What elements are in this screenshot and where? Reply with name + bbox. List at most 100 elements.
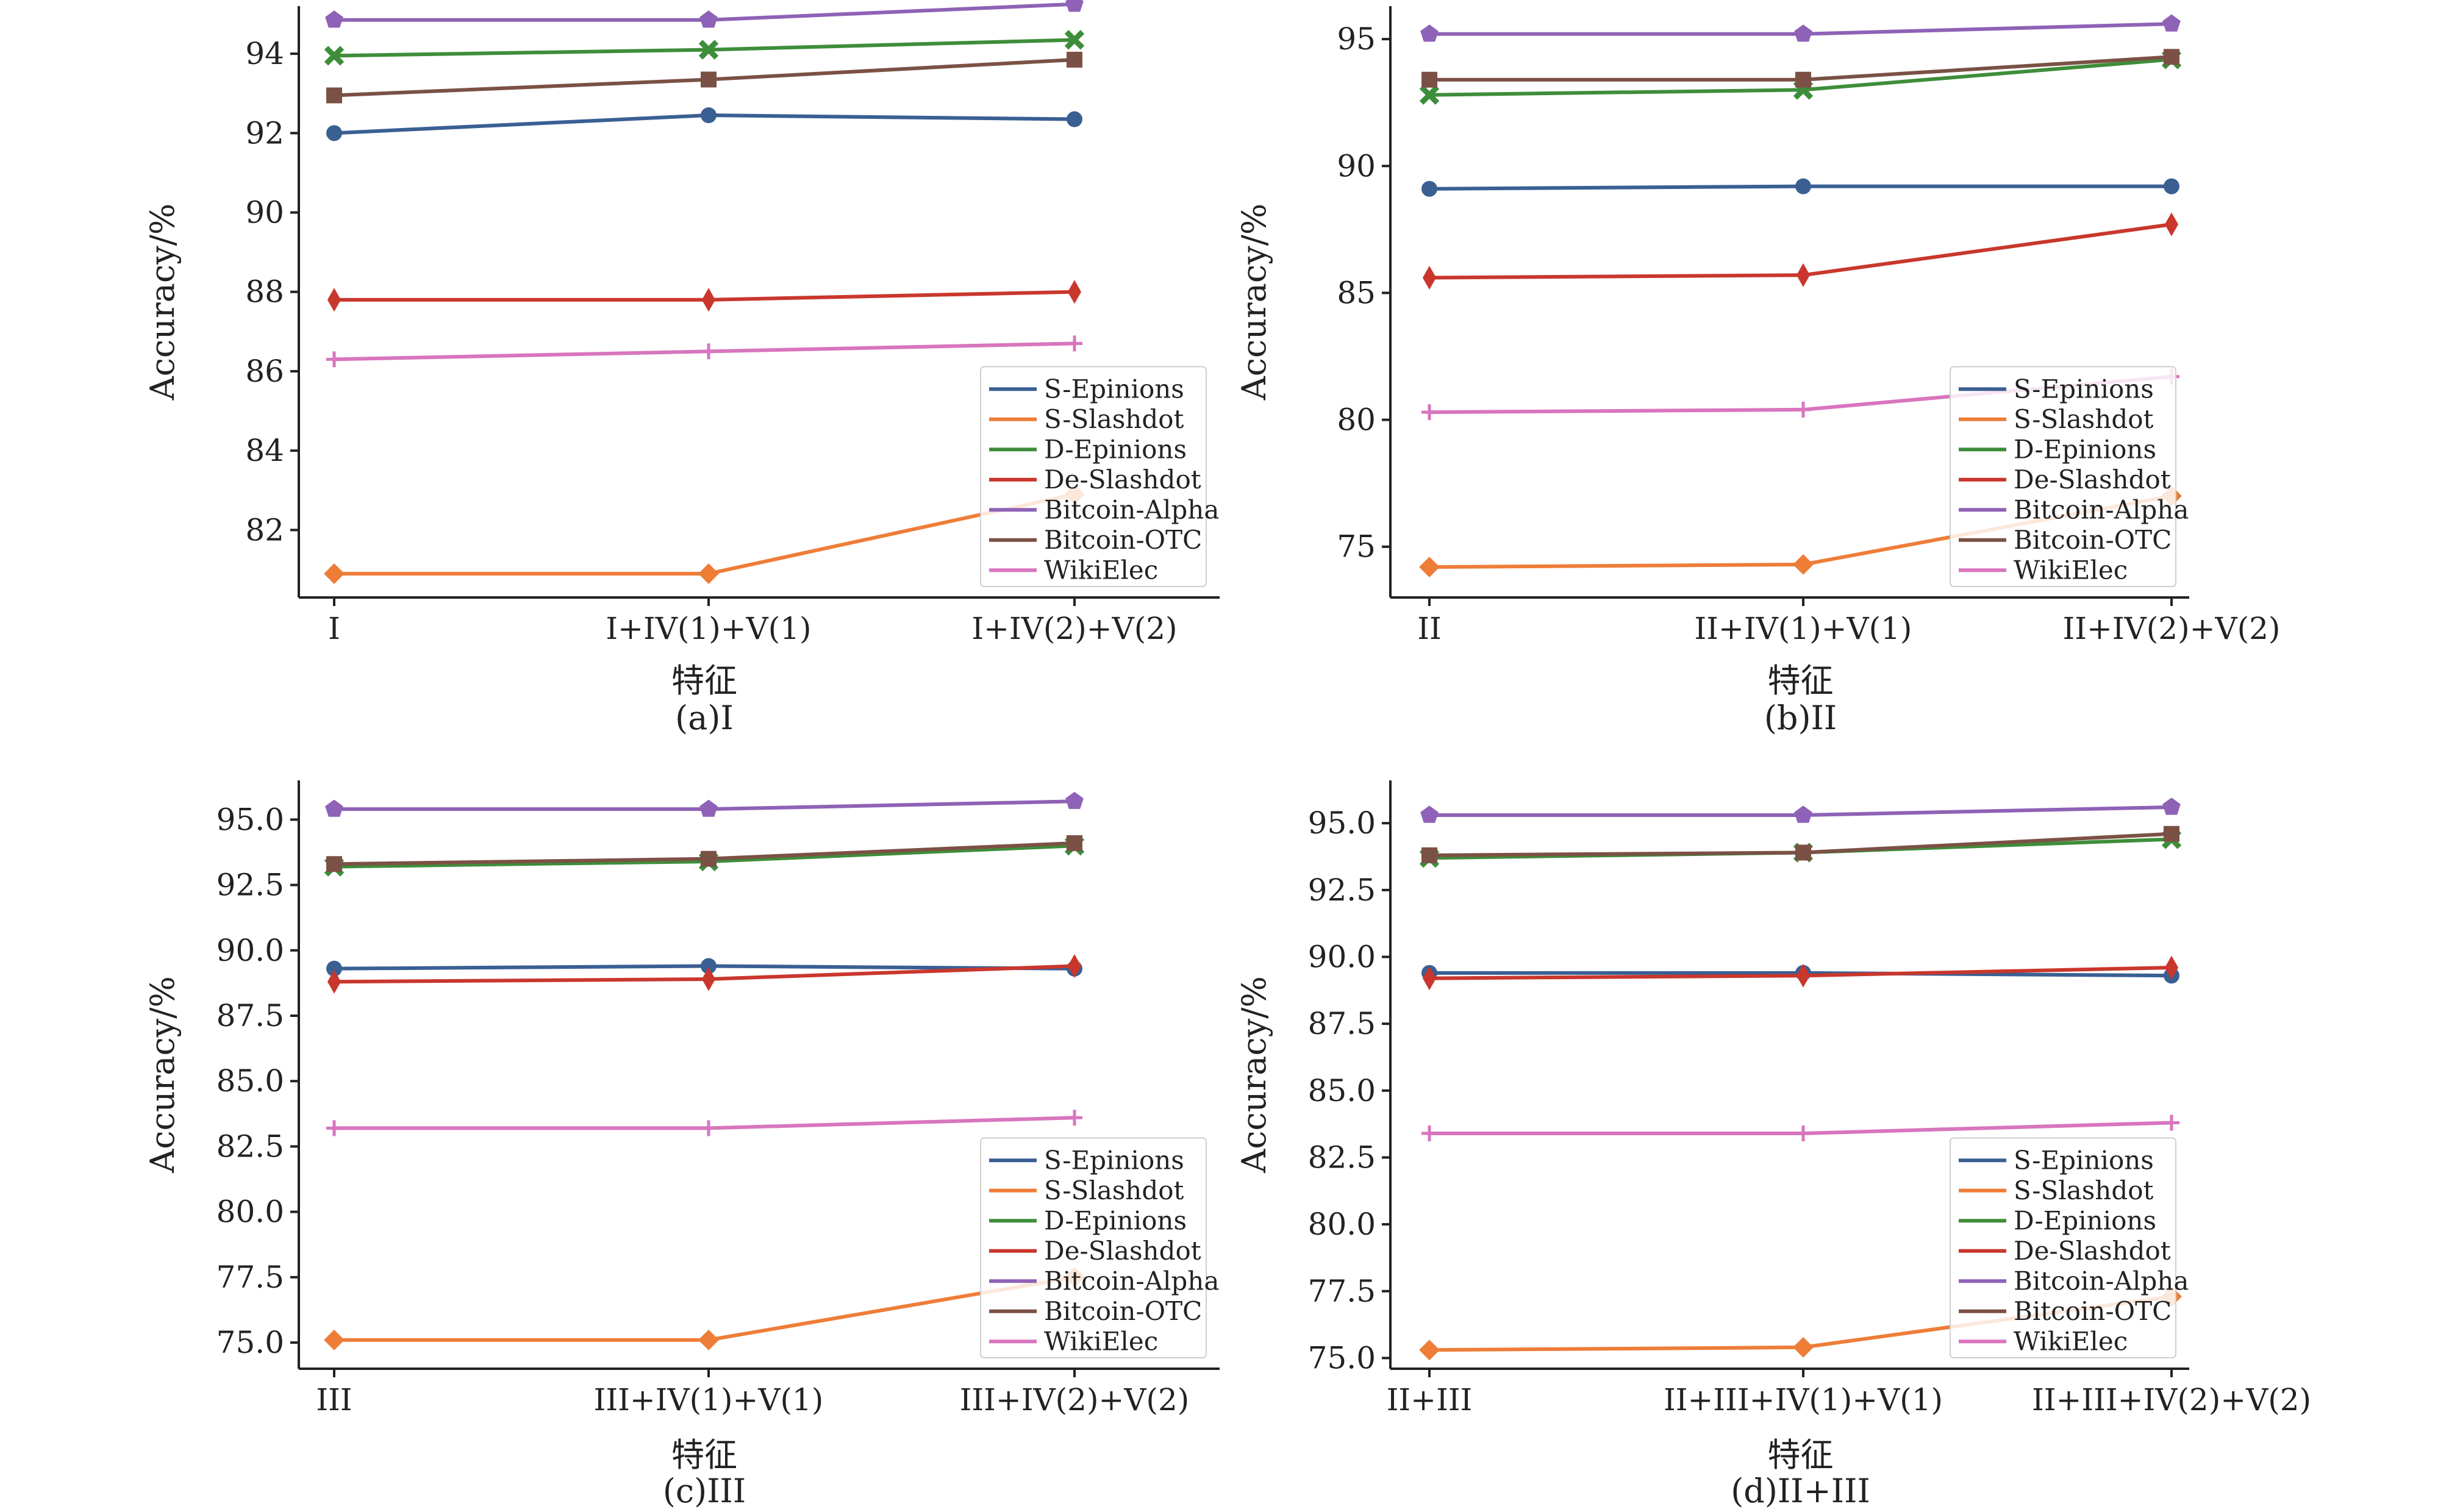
legend-label-s-epinions: S-Epinions xyxy=(1044,1145,1184,1175)
legend-box xyxy=(980,1137,1207,1358)
legend-label-bitcoin-alpha: Bitcoin-Alpha xyxy=(2014,1266,2189,1296)
series-wikielec xyxy=(1421,1114,2179,1141)
series-bitcoin-alpha xyxy=(1420,797,2181,823)
panel-caption: (a)I xyxy=(675,699,734,737)
series-line-wikielec xyxy=(334,1116,1075,1130)
data-point-bitcoin-otc xyxy=(1795,71,1811,88)
y-axis-title: Accuracy/% xyxy=(143,204,182,401)
data-point-bitcoin-alpha xyxy=(1420,805,1439,823)
series-s-slashdot xyxy=(324,483,1085,584)
series-line-s-slashdot xyxy=(334,1275,1075,1342)
data-point-s-slashdot xyxy=(1793,554,1814,575)
data-point-de-slashdot xyxy=(327,969,341,994)
y-axis-title: Accuracy/% xyxy=(143,976,182,1174)
y-tick-label: 90 xyxy=(1337,148,1376,184)
data-point-wikielec xyxy=(326,1120,342,1136)
legend-label-s-epinions: S-Epinions xyxy=(2014,374,2154,404)
chart-panel-1: 82 84 86 88 90 92 94 I I+IV(1)+V(1) I+IV(2)+V(2) 特… xyxy=(143,0,1220,737)
y-tick-label: 90.0 xyxy=(1308,940,1376,975)
legend-label-de-slashdot: De-Slashdot xyxy=(2014,465,2171,494)
data-point-de-slashdot xyxy=(1796,963,1811,988)
y-tick-label: 82.5 xyxy=(1308,1139,1376,1175)
legend-box xyxy=(1950,366,2176,587)
series-de-slashdot xyxy=(1422,955,2179,991)
y-tick-label: 85 xyxy=(1337,275,1376,310)
x-tick-label: I+IV(1)+V(1) xyxy=(606,611,811,646)
x-tick-label: II+III+IV(1)+V(1) xyxy=(1664,1382,1943,1417)
legend-label-s-epinions: S-Epinions xyxy=(2014,1145,2154,1175)
legend-label-s-slashdot: S-Slashdot xyxy=(2014,1175,2154,1205)
data-point-bitcoin-alpha xyxy=(325,10,343,28)
data-point-s-epinions xyxy=(1795,178,1811,194)
data-point-s-slashdot xyxy=(1419,1339,1440,1361)
series-wikielec xyxy=(326,335,1082,368)
data-point-d-epinions xyxy=(324,46,345,66)
y-tick-label: 84 xyxy=(245,433,284,468)
data-point-d-epinions xyxy=(698,40,719,60)
series-s-epinions xyxy=(1421,178,2179,197)
y-tick-label: 82 xyxy=(245,512,284,547)
series-bitcoin-otc xyxy=(326,835,1082,872)
legend-label-d-epinions: D-Epinions xyxy=(2014,434,2156,464)
legend: S-EpinionsS-SlashdotD-EpinionsDe-Slashdo… xyxy=(980,366,1219,587)
legend-box xyxy=(1950,1137,2176,1358)
y-tick-label: 80.0 xyxy=(216,1194,284,1230)
y-tick-label: 75 xyxy=(1337,529,1376,565)
data-point-bitcoin-otc xyxy=(1067,835,1082,851)
chart-panel-4: 75.0 77.5 80.0 82.5 85.0 87.5 90.0 92.5 95.0 II+I… xyxy=(1235,780,2311,1510)
data-point-wikielec xyxy=(1421,1125,1437,1141)
series-bitcoin-otc xyxy=(326,51,1082,104)
x-tick-label: II+III xyxy=(1387,1382,1473,1417)
legend-label-s-slashdot: S-Slashdot xyxy=(1044,1175,1184,1205)
legend-label-bitcoin-otc: Bitcoin-OTC xyxy=(1044,525,1202,555)
data-point-wikielec xyxy=(701,1120,717,1136)
data-point-bitcoin-alpha xyxy=(2162,14,2181,32)
data-point-bitcoin-alpha xyxy=(699,799,718,817)
x-axis-title: 特征 xyxy=(1768,661,1834,700)
data-point-bitcoin-alpha xyxy=(1065,0,1084,12)
legend-label-d-epinions: D-Epinions xyxy=(2014,1205,2156,1235)
data-point-s-epinions xyxy=(326,125,342,141)
data-point-bitcoin-alpha xyxy=(1794,24,1812,42)
data-point-s-slashdot xyxy=(698,1329,719,1350)
series-de-slashdot xyxy=(1422,212,2179,290)
legend-label-bitcoin-otc: Bitcoin-OTC xyxy=(2014,1296,2172,1326)
x-tick-label: I xyxy=(328,611,340,646)
y-tick-label: 95 xyxy=(1337,21,1376,57)
data-point-bitcoin-otc xyxy=(2164,826,2179,842)
data-point-de-slashdot xyxy=(2164,212,2179,237)
data-point-s-epinions xyxy=(2164,178,2179,194)
data-point-de-slashdot xyxy=(327,288,341,312)
series-line-s-slashdot xyxy=(334,492,1075,576)
panel-caption: (c)III xyxy=(663,1472,746,1510)
data-point-bitcoin-alpha xyxy=(699,10,718,28)
legend: S-EpinionsS-SlashdotD-EpinionsDe-Slashdo… xyxy=(1950,1137,2189,1358)
legend-label-bitcoin-alpha: Bitcoin-Alpha xyxy=(1044,1266,1219,1296)
legend-label-wikielec: WikiElec xyxy=(2014,1326,2128,1356)
data-point-de-slashdot xyxy=(701,288,716,312)
legend-label-bitcoin-otc: Bitcoin-OTC xyxy=(2014,525,2172,555)
panel-caption: (d)II+III xyxy=(1731,1472,1870,1510)
data-point-s-epinions xyxy=(326,960,342,977)
y-tick-label: 80 xyxy=(1337,402,1376,438)
y-axis-title: Accuracy/% xyxy=(1235,204,1273,401)
y-tick-label: 90.0 xyxy=(216,933,284,968)
y-tick-label: 88 xyxy=(245,274,284,310)
data-point-wikielec xyxy=(326,351,342,368)
legend-box xyxy=(980,366,1207,587)
legend-label-de-slashdot: De-Slashdot xyxy=(1044,465,1201,494)
legend-label-s-slashdot: S-Slashdot xyxy=(1044,404,1184,434)
legend-label-de-slashdot: De-Slashdot xyxy=(2014,1236,2171,1266)
data-point-wikielec xyxy=(701,343,717,360)
x-tick-label: II+IV(2)+V(2) xyxy=(2063,611,2281,646)
data-point-d-epinions xyxy=(1419,85,1440,105)
series-s-slashdot xyxy=(324,1266,1085,1350)
y-tick-label: 92 xyxy=(245,115,284,151)
y-tick-label: 92.5 xyxy=(216,868,284,903)
y-tick-label: 75.0 xyxy=(216,1325,284,1360)
y-tick-label: 85.0 xyxy=(216,1063,284,1099)
legend-label-bitcoin-alpha: Bitcoin-Alpha xyxy=(1044,494,1219,524)
data-point-bitcoin-alpha xyxy=(1794,805,1812,823)
y-tick-label: 82.5 xyxy=(216,1129,284,1164)
